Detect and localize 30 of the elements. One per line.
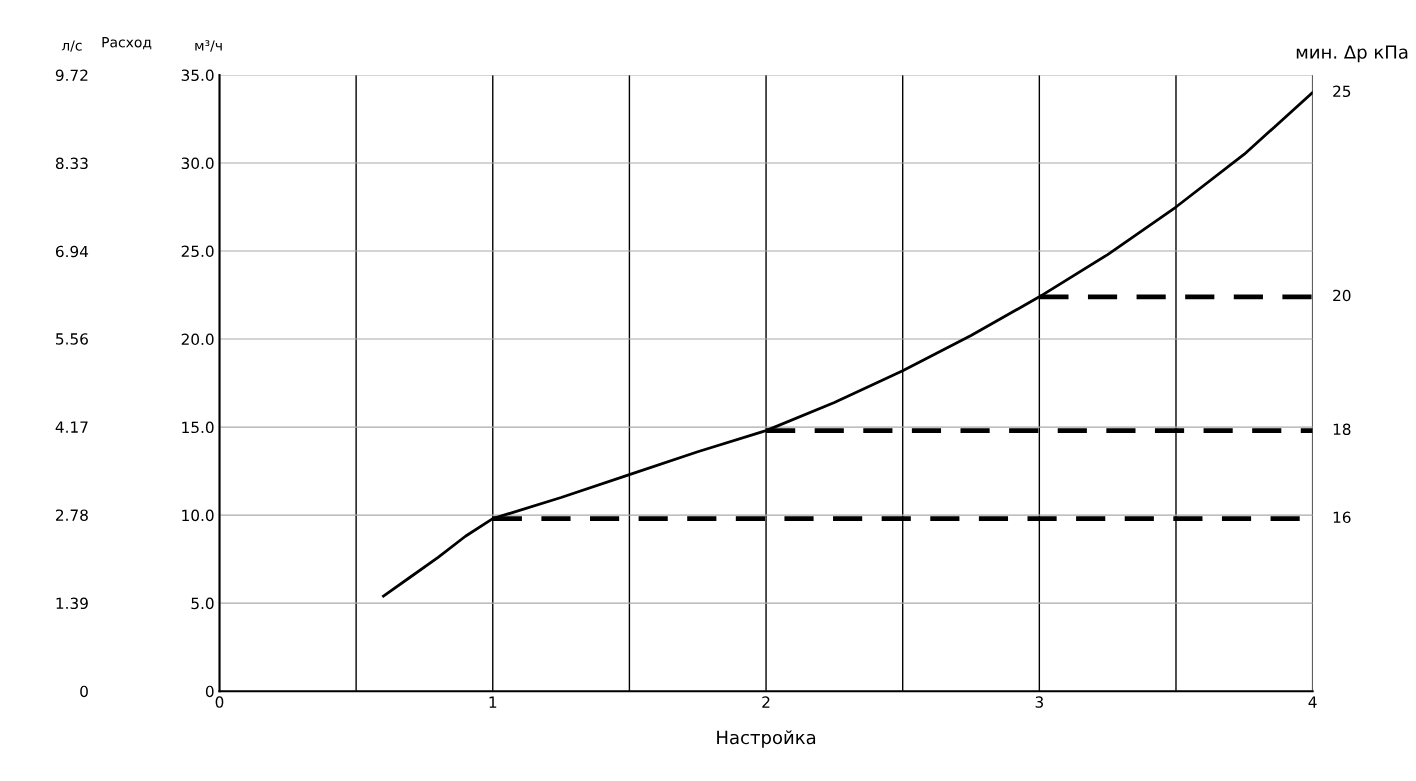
text: мин. Δp кПа bbox=[1296, 45, 1408, 63]
y2-tick-label: 0 bbox=[80, 685, 88, 698]
series-label: 20 bbox=[1333, 289, 1351, 302]
y-tick-label: 20.0 bbox=[181, 333, 214, 346]
y-tick-label: 25.0 bbox=[181, 245, 214, 258]
y2-axis-title: л/с bbox=[61, 40, 82, 52]
y-tick-label: 0 bbox=[205, 685, 214, 698]
y-tick-label: 30.0 bbox=[181, 157, 214, 170]
x-tick-label: 0 bbox=[215, 696, 224, 708]
y2-tick-label: 2.78 bbox=[56, 509, 88, 521]
y2-tick-label: 6.94 bbox=[55, 245, 89, 258]
series-label: 16 bbox=[1333, 511, 1351, 524]
y2-tick-label: 1.39 bbox=[56, 597, 88, 610]
y2-tick-label: 8.33 bbox=[55, 157, 88, 170]
y-axis-title: м³/ч bbox=[195, 40, 222, 52]
y2-tick-label: 4.17 bbox=[55, 421, 88, 433]
y2-tick-label: 9.72 bbox=[55, 69, 88, 81]
x-tick-label: 3 bbox=[1035, 696, 1043, 708]
y-tick-label: 5.0 bbox=[191, 597, 214, 610]
y-tick-label: 35.0 bbox=[181, 69, 214, 81]
text: Расход bbox=[102, 37, 152, 50]
y2-tick-label: 5.56 bbox=[56, 333, 88, 345]
series-label: 25 bbox=[1333, 85, 1351, 98]
x-tick-label: 1 bbox=[489, 696, 497, 708]
x-tick-label: 4 bbox=[1308, 696, 1317, 708]
x-axis-title: Настройка bbox=[717, 730, 816, 748]
series-label: 18 bbox=[1333, 423, 1351, 436]
x-tick-label: 2 bbox=[762, 696, 770, 708]
y-tick-label: 10.0 bbox=[182, 509, 214, 522]
y-tick-label: 15.0 bbox=[182, 421, 214, 434]
